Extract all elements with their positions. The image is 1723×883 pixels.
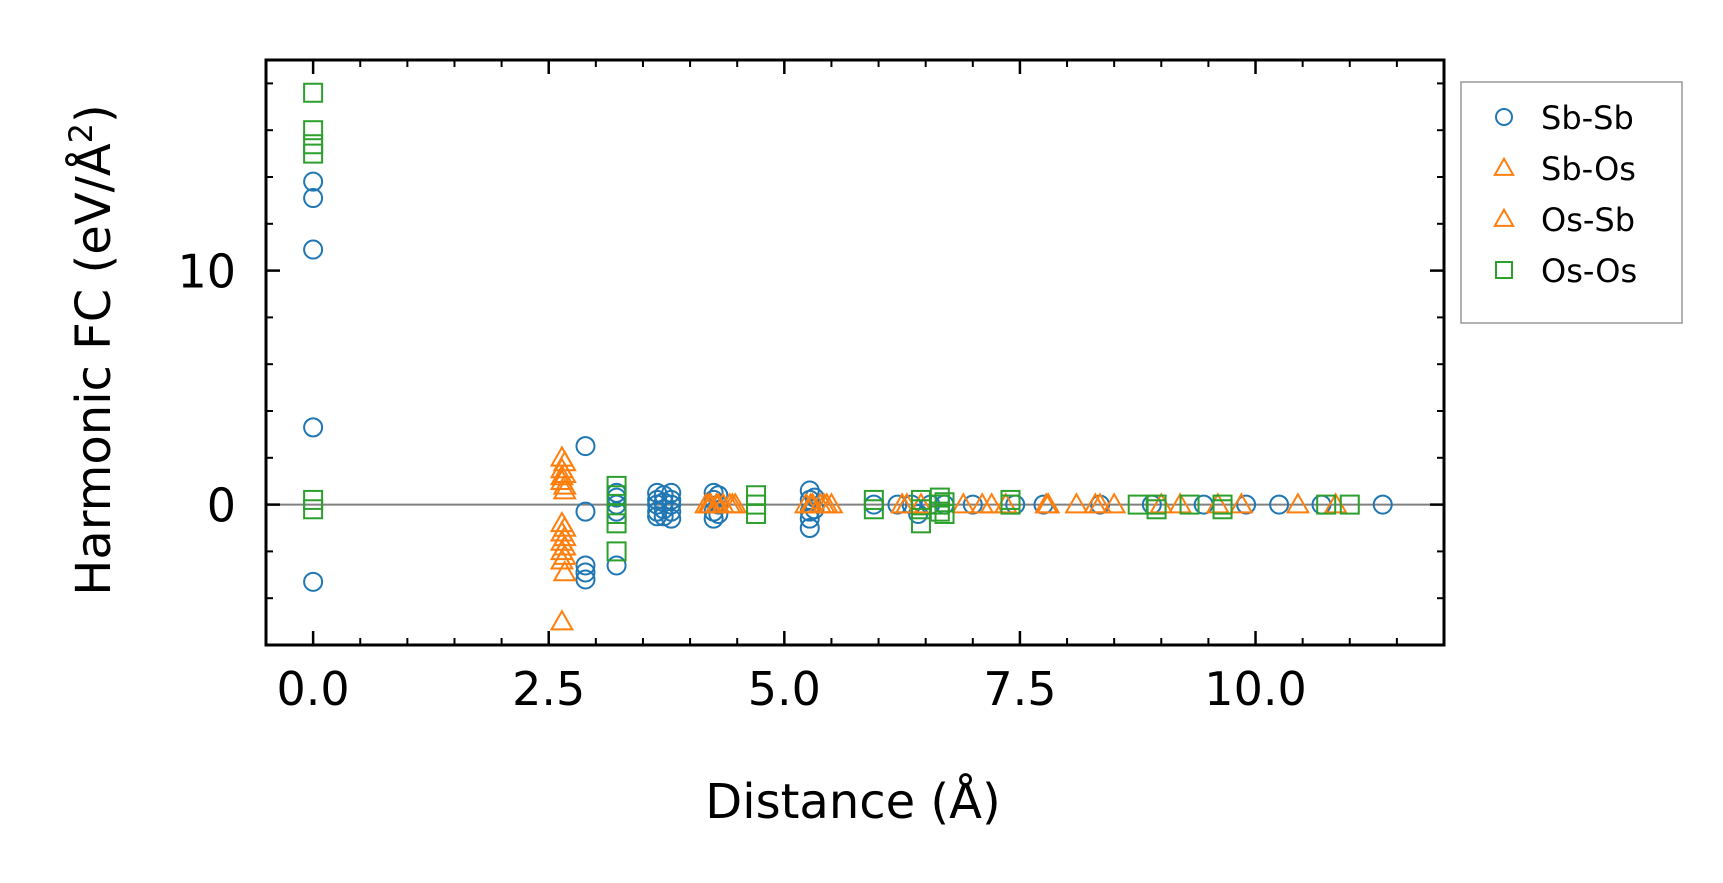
legend: Sb-Sb Sb-Os Os-Sb Os-Os	[1460, 81, 1683, 324]
plot-frame	[264, 58, 1446, 647]
data-point	[720, 492, 745, 514]
data-point	[1036, 492, 1061, 514]
y-tick-label: 0	[207, 479, 236, 533]
data-point	[706, 492, 731, 514]
legend-marker	[1495, 261, 1513, 279]
data-point	[606, 513, 627, 534]
data-point	[303, 143, 324, 164]
data-point	[811, 492, 836, 514]
y-tick-label: 10	[177, 245, 236, 299]
data-point	[979, 492, 1004, 514]
legend-item: Sb-Sb	[1495, 99, 1634, 137]
x-tick-label: 7.5	[983, 662, 1056, 716]
data-point	[951, 492, 976, 514]
data-point	[1372, 494, 1393, 515]
legend-marker	[1493, 207, 1515, 227]
data-point	[934, 503, 955, 524]
data-point	[934, 492, 955, 513]
data-point	[1179, 494, 1200, 515]
data-point	[1064, 492, 1089, 514]
data-point	[661, 501, 682, 522]
data-point	[575, 562, 596, 583]
data-point	[1236, 494, 1257, 515]
y-axis-label: Harmonic FC (eV/Å2)	[62, 104, 122, 596]
legend-item: Os-Sb	[1493, 201, 1635, 239]
data-point	[552, 534, 577, 556]
y-tick-labels: 0 10	[177, 245, 236, 533]
x-tick-label: 0.0	[277, 662, 350, 716]
data-point	[887, 494, 908, 515]
legend-label: Sb-Sb	[1541, 99, 1634, 137]
major-ticks	[266, 60, 1444, 645]
data-point	[1000, 489, 1021, 510]
legend-item: Os-Os	[1495, 252, 1637, 290]
data-point	[1087, 492, 1113, 514]
data-point	[552, 478, 577, 500]
data-point	[303, 499, 324, 520]
data-point	[575, 501, 596, 522]
data-point	[1212, 499, 1233, 520]
x-tick-label: 10.0	[1204, 662, 1306, 716]
legend-marker	[1493, 156, 1515, 176]
data-point	[1316, 494, 1337, 515]
data-markers	[303, 82, 1393, 631]
data-point	[303, 171, 324, 192]
x-tick-labels: 0.0 2.5 5.0 7.5 10.0	[277, 662, 1307, 716]
data-point	[804, 487, 825, 508]
data-point	[1102, 492, 1127, 514]
data-point	[799, 508, 820, 529]
data-point	[910, 513, 931, 534]
data-point	[962, 494, 983, 515]
data-point	[575, 555, 596, 576]
data-point	[303, 188, 324, 209]
data-point	[708, 503, 729, 524]
data-point	[1229, 492, 1254, 514]
legend-label: Os-Sb	[1541, 201, 1635, 239]
data-point	[798, 492, 823, 514]
data-point	[303, 417, 324, 438]
data-point	[575, 569, 596, 590]
data-point	[552, 473, 577, 495]
legend-marker	[1495, 108, 1513, 126]
legend-label: Os-Os	[1541, 252, 1637, 290]
data-point	[661, 508, 682, 529]
data-point	[303, 571, 324, 592]
y-axis-label-superscript: 2	[62, 123, 100, 143]
data-point	[303, 239, 324, 260]
y-axis-label-close: )	[66, 104, 122, 123]
data-point	[1285, 492, 1311, 514]
x-tick-label: 5.0	[748, 662, 821, 716]
data-point	[549, 609, 574, 631]
data-point	[303, 120, 324, 141]
data-point	[606, 555, 627, 576]
data-point	[606, 541, 627, 562]
data-point	[1339, 494, 1360, 515]
data-point	[1269, 494, 1290, 515]
series-os-sb	[552, 450, 1230, 582]
x-tick-label: 2.5	[512, 662, 585, 716]
data-point	[575, 436, 596, 457]
data-point	[303, 82, 324, 103]
data-point	[661, 494, 682, 515]
data-point	[863, 499, 884, 520]
data-point	[552, 560, 577, 582]
data-point	[552, 450, 577, 472]
series-os-os	[303, 82, 1360, 562]
x-axis-label: Distance (Å)	[705, 773, 1000, 830]
data-point	[1146, 499, 1167, 520]
data-point	[746, 503, 767, 524]
legend-item: Sb-Os	[1493, 150, 1636, 188]
y-axis-label-main: Harmonic FC (eV/Å	[65, 143, 122, 596]
legend-label: Sb-Os	[1541, 150, 1636, 188]
data-point	[799, 518, 820, 538]
data-point	[908, 492, 934, 514]
